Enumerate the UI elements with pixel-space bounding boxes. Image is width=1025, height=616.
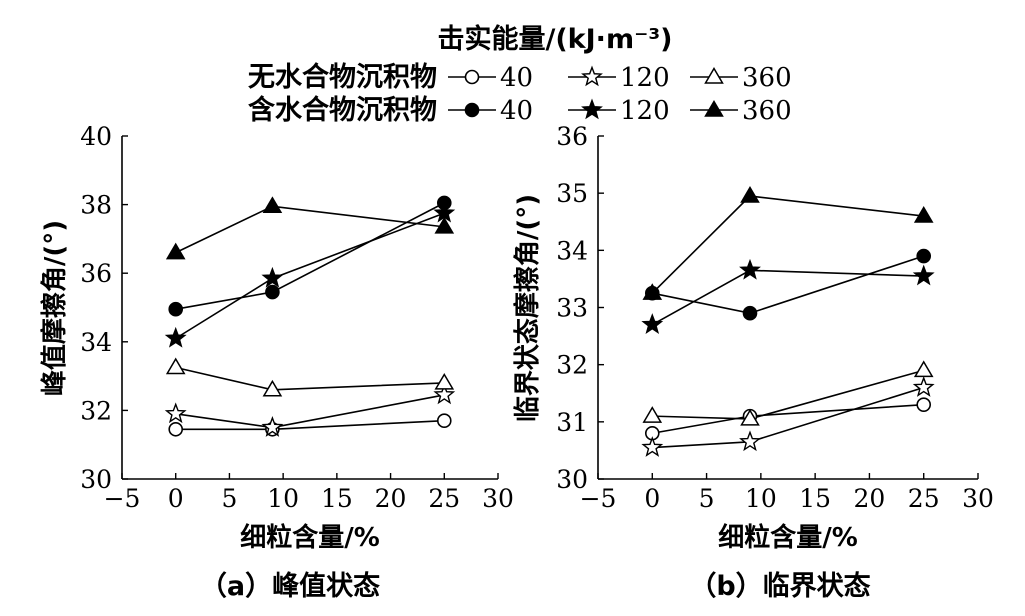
panel-b-x-tick-label: 30: [962, 484, 994, 513]
panel-b-series-2-point: [641, 436, 664, 457]
panel-b-series-3-point: [913, 360, 934, 378]
panel-b-series-6-point: [642, 283, 663, 300]
legend-row2-label: 含水合物沉积物: [248, 94, 437, 126]
panel-a-y-axis-label: 峰值摩擦角/(°): [39, 220, 70, 396]
panel-a-x-tick-label: 15: [321, 484, 353, 513]
panel-a-caption: （a）峰值状态: [200, 571, 380, 602]
panel-b-y-tick-label: 30: [556, 465, 588, 494]
panel-a-series-1-point: [168, 421, 184, 437]
panel-a-series-3-point: [262, 379, 283, 397]
panel-b-x-tick-label: 25: [908, 484, 940, 513]
panel-a-series-3-point: [434, 372, 455, 390]
legend-row2-energy-120: 120: [620, 96, 670, 126]
panel-b-series-6-line: [651, 195, 924, 294]
panel-a-series-4-point: [265, 284, 280, 300]
legend-row1-marker-1: [464, 69, 480, 85]
chart-panel-a: 峰值摩擦角/(°) 细粒含量/% （a）峰值状态 −5 0 5 10 15 20 25 30 3…: [39, 122, 514, 602]
panel-b-series-6-point: [913, 206, 934, 223]
panel-a-series-5-point: [261, 266, 284, 288]
panel-b-series-3-line: [652, 369, 924, 420]
panel-b-series-5-point: [912, 264, 935, 286]
panel-a-x-tick-label: 25: [428, 484, 460, 513]
panel-a-series-6-line: [175, 205, 445, 254]
panel-b-series-6-point: [740, 186, 760, 203]
panel-a-y-tick-label: 34: [80, 328, 112, 357]
panel-b-x-tick-label: 5: [699, 484, 715, 513]
panel-b-series-5-point: [739, 258, 761, 280]
panel-b-y-tick-label: 33: [556, 294, 588, 323]
panel-a-y-tick-label: 38: [80, 191, 112, 220]
legend-row1-energy-120: 120: [620, 63, 670, 93]
legend-row2-energy-360: 360: [742, 96, 792, 126]
panel-a-series-4-point: [168, 301, 184, 317]
legend-row2-marker-3: [704, 100, 724, 117]
panel-b-series-3-point: [740, 408, 760, 426]
legend-row1-energy-40: 40: [500, 63, 533, 93]
panel-a-series-2-point: [261, 416, 284, 437]
legend-row1-energy-360: 360: [742, 63, 792, 93]
panel-a-x-tick-label: 20: [375, 484, 407, 513]
panel-a-series-6-point: [434, 216, 455, 234]
panel-b-x-tick-label: 20: [854, 484, 886, 513]
panel-a-series-3-line: [175, 366, 445, 391]
chart-panel-b: 临界状态摩擦角/(°) 细粒含量/% （b）临界状态 −5 0 5 10 15 20 25 3…: [512, 122, 994, 602]
legend-row2-marker-1: [464, 102, 480, 118]
panel-a-series-5-point: [164, 326, 187, 348]
panel-b-caption: （b）临界状态: [689, 570, 870, 602]
legend: 击实能量/(kJ·m⁻³) 无水合物沉积物 含水合物沉积物 40 120 360…: [248, 23, 792, 126]
panel-a-series-2-point: [433, 383, 456, 405]
panel-a-x-tick-label: 5: [221, 484, 237, 513]
panel-b-y-tick-label: 36: [556, 122, 588, 151]
panel-a-x-tick-label: 0: [168, 484, 184, 513]
panel-a-y-tick-label: 32: [80, 396, 112, 425]
panel-a-x-tick-label: 30: [482, 484, 514, 513]
panel-a-series-6-point: [262, 196, 283, 214]
legend-row2-energy-40: 40: [500, 96, 533, 126]
panel-b-series-2-point: [739, 430, 761, 452]
panel-b-series-4-point: [742, 305, 758, 321]
panel-a-series-1-line: [175, 419, 445, 431]
legend-row1-label: 无水合物沉积物: [248, 61, 437, 93]
panel-b-series-4-point: [916, 248, 932, 264]
panel-b-y-axis-label: 临界状态摩擦角/(°): [512, 194, 543, 422]
panel-a-series-3-point: [165, 357, 186, 375]
panel-b-series-1-point: [916, 397, 932, 412]
panel-b-series-5-point: [641, 313, 664, 334]
panel-a-y-tick-label: 30: [80, 465, 112, 494]
panel-a-x-tick-label: 10: [267, 484, 299, 513]
panel-a-y-tick-label: 36: [80, 259, 112, 288]
panel-b-x-axis-label: 细粒含量/%: [718, 522, 858, 553]
panel-b-y-tick-label: 31: [556, 408, 588, 437]
panel-a-x-axis-label: 细粒含量/%: [240, 522, 380, 553]
panel-b-y-tick-label: 32: [556, 351, 588, 380]
panel-b-series-2-point: [912, 376, 935, 397]
panel-b-x-tick-label: 0: [644, 484, 660, 513]
panel-b-series-5-line: [651, 269, 924, 326]
panel-a-y-tick-label: 40: [80, 122, 112, 151]
panel-b-x-tick-label: 10: [745, 484, 777, 513]
panel-b-y-tick-label: 35: [556, 179, 588, 208]
legend-row1-marker-2: [581, 65, 603, 87]
legend-title: 击实能量/(kJ·m⁻³): [437, 23, 672, 55]
panel-a-series-5-line: [175, 212, 445, 340]
panel-a-series-4-line: [175, 202, 445, 310]
legend-row2-marker-2: [581, 98, 603, 120]
panel-a-series-2-point: [164, 402, 187, 424]
panel-b-x-tick-label: −5: [580, 484, 617, 513]
panel-b-series-4-line: [652, 255, 924, 315]
panel-a-x-tick-label: −5: [104, 484, 141, 513]
panel-b-x-tick-label: 15: [799, 484, 831, 513]
legend-row1-marker-3: [704, 67, 724, 84]
panel-a-series-1-point: [436, 413, 452, 428]
panel-b-y-tick-label: 34: [556, 236, 588, 265]
panel-a-series-6-point: [165, 242, 186, 260]
panel-b-series-3-point: [642, 406, 663, 423]
